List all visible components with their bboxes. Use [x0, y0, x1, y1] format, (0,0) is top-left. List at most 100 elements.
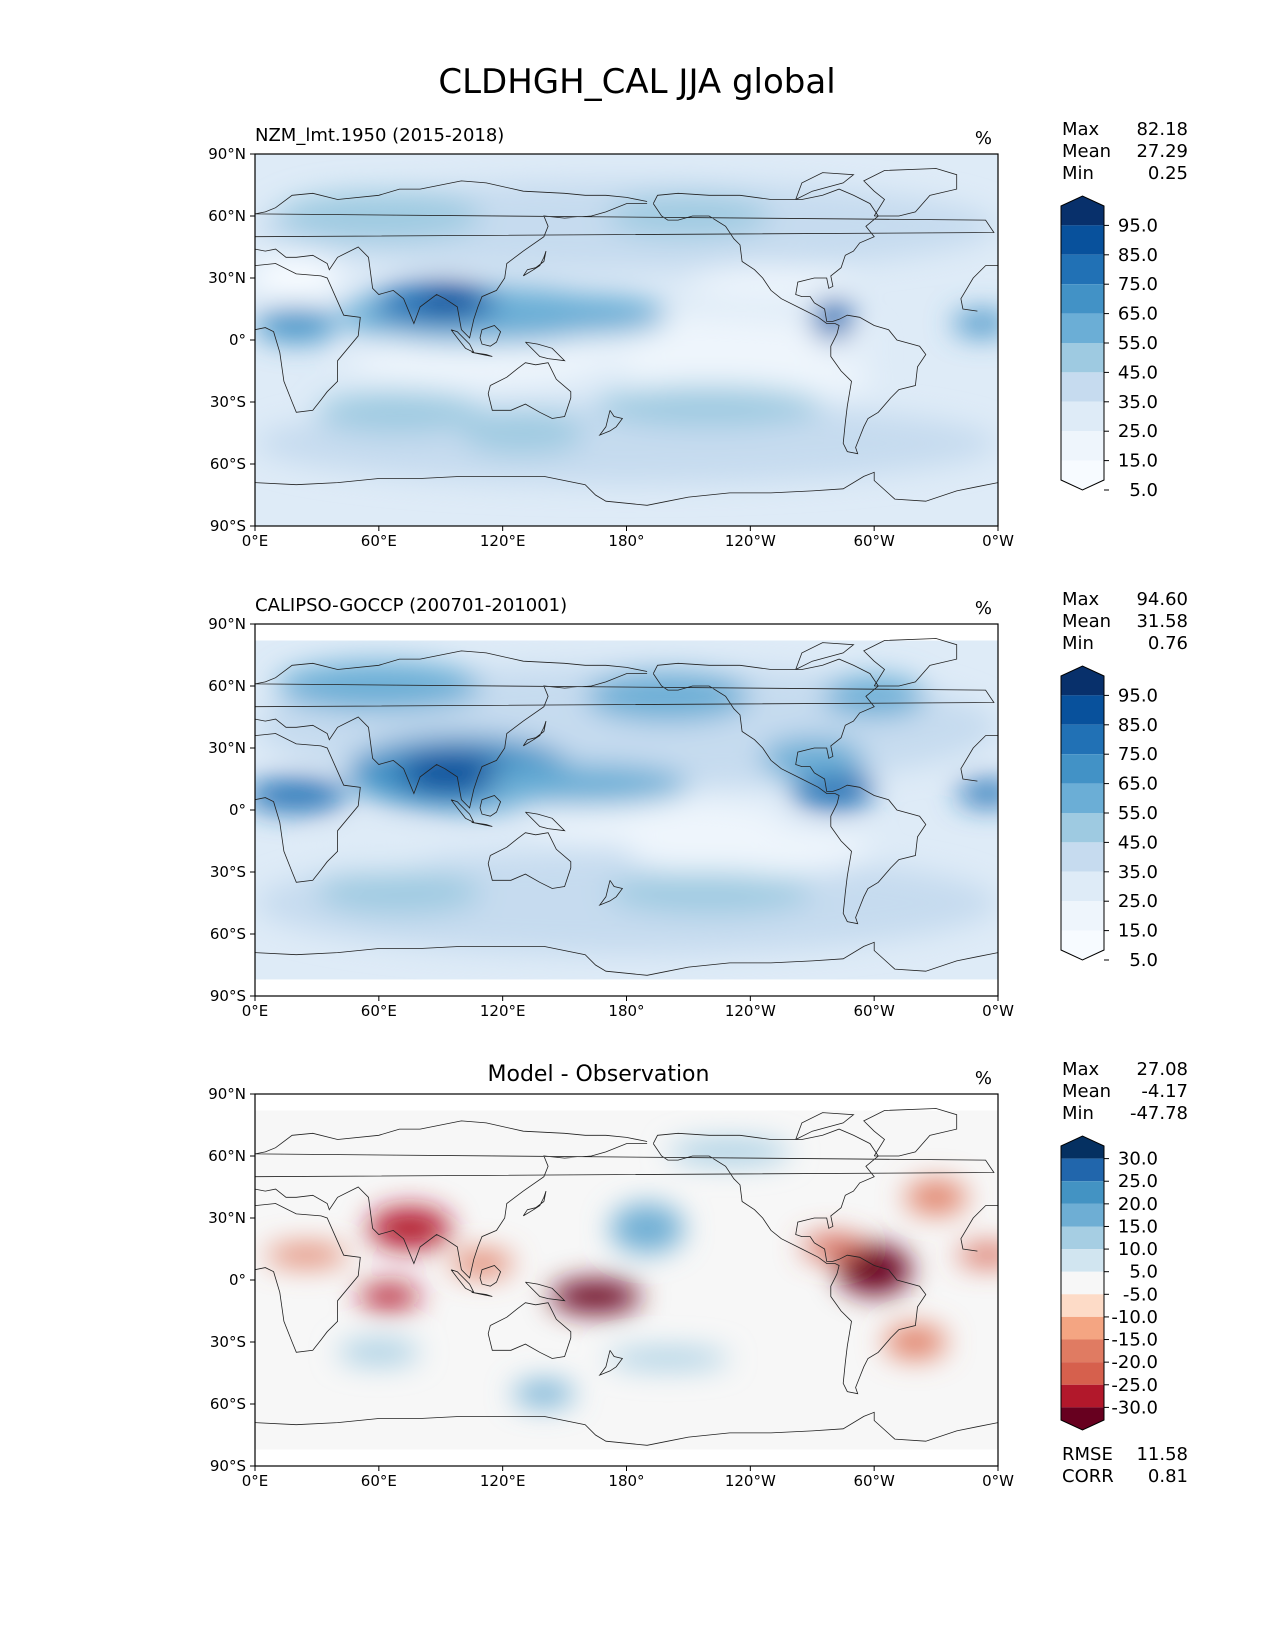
colorbar-segment: [1061, 901, 1104, 931]
x-tick-label: 120°E: [480, 532, 526, 550]
footer-stat-label: RMSE: [1062, 1444, 1113, 1465]
y-tick-label: 0°: [229, 1271, 246, 1289]
x-tick-label: 0°E: [242, 1002, 269, 1020]
colorbar-segment: [1061, 196, 1104, 226]
x-tick-label: 180°: [608, 532, 644, 550]
colorbar-label: 35.0: [1118, 862, 1158, 883]
stat-label: Mean: [1062, 141, 1111, 162]
y-tick-label: 30°S: [210, 393, 246, 411]
contour-blob: [801, 1234, 864, 1260]
contour-blob: [812, 298, 854, 340]
contour-blob: [255, 257, 342, 299]
y-tick-label: 30°S: [210, 1333, 246, 1351]
colorbar-segment: [1061, 1271, 1104, 1295]
stat-value: 27.08: [1136, 1059, 1188, 1080]
colorbar-outline: [1060, 195, 1105, 491]
y-tick-label: 60°N: [208, 677, 246, 695]
contour-blob: [688, 265, 854, 299]
contour-blob: [512, 1381, 575, 1407]
contour-blob: [626, 826, 875, 877]
contour-blob: [502, 294, 668, 336]
colorbar-outline: [1060, 665, 1105, 961]
stat-value: 31.58: [1136, 611, 1188, 632]
colorbar-label: 25.0: [1118, 421, 1158, 442]
y-tick-label: 60°S: [210, 455, 246, 473]
colorbar-label: -10.0: [1111, 1307, 1158, 1328]
colorbar-label: 85.0: [1118, 245, 1158, 266]
y-tick-label: 60°N: [208, 1147, 246, 1165]
colorbar-label: 45.0: [1118, 362, 1158, 383]
y-tick-label: 90°N: [208, 1085, 246, 1103]
stat-value: -47.78: [1130, 1103, 1188, 1124]
stat-label: Mean: [1062, 1081, 1111, 1102]
contour-blob: [905, 1180, 968, 1214]
x-tick-label: 120°W: [725, 1002, 776, 1020]
colorbar-segment: [1061, 343, 1104, 373]
colorbar-segment: [1061, 1158, 1104, 1182]
colorbar-segment: [1061, 1226, 1104, 1250]
x-tick-label: 180°: [608, 1472, 644, 1490]
y-tick-label: 30°N: [208, 739, 246, 757]
colorbar-segment: [1061, 313, 1104, 343]
contour-field: [255, 661, 998, 955]
contour-blob: [420, 282, 483, 316]
stat-value: 82.18: [1136, 119, 1188, 140]
colorbar-segment: [1061, 1339, 1104, 1363]
colorbar-label: -20.0: [1111, 1352, 1158, 1373]
no-data-north: [255, 1094, 998, 1111]
colorbar-label: 95.0: [1118, 685, 1158, 706]
y-tick-label: 90°S: [210, 987, 246, 1005]
contour-blob: [956, 781, 998, 806]
colorbar-segment: [1061, 1362, 1104, 1385]
colorbar-segment: [1061, 1294, 1104, 1317]
contour-blob: [461, 412, 586, 454]
stat-value: 0.25: [1148, 163, 1188, 184]
units-label: %: [975, 598, 992, 619]
colorbar-label: 55.0: [1118, 803, 1158, 824]
contour-blob: [316, 391, 483, 433]
x-tick-label: 0°E: [242, 532, 269, 550]
stat-label: Max: [1062, 1059, 1100, 1080]
stat-label: Min: [1062, 163, 1094, 184]
y-tick-label: 90°N: [208, 615, 246, 633]
y-tick-label: 0°: [229, 331, 246, 349]
x-tick-label: 0°W: [982, 1472, 1014, 1490]
colorbar-label: 15.0: [1118, 921, 1158, 942]
colorbar-segment: [1061, 1407, 1104, 1430]
contour-blob: [884, 1325, 947, 1359]
map-field: [255, 154, 998, 526]
colorbar-segment: [1061, 666, 1104, 696]
panel-2: 0°E 60°E 120°E 180° 120°W 60°W 0°W 90°N 60°N 30°N…: [208, 589, 1188, 1020]
colorbar-segment: [1061, 1249, 1104, 1272]
contour-blob: [275, 661, 482, 711]
contour-blob: [316, 872, 483, 914]
contour-blob: [667, 1139, 792, 1165]
footer-stat-label: CORR: [1062, 1466, 1114, 1487]
colorbar-label: 35.0: [1118, 392, 1158, 413]
colorbar-segment: [1061, 783, 1104, 813]
colorbar-label: 65.0: [1118, 304, 1158, 325]
colorbar-segment: [1061, 401, 1104, 432]
contour-blob: [275, 191, 482, 241]
contour-blob: [358, 1284, 421, 1309]
stat-value: 27.29: [1136, 141, 1188, 162]
colorbar-label: 95.0: [1118, 215, 1158, 236]
colorbar-label: 5.0: [1129, 950, 1158, 971]
no-data-north: [255, 624, 998, 641]
units-label: %: [975, 128, 992, 149]
colorbar-label: -5.0: [1123, 1284, 1158, 1305]
contour-blob: [595, 385, 823, 427]
contour-blob: [952, 311, 998, 336]
contour-blob: [550, 1280, 641, 1313]
colorbar-segment: [1061, 431, 1104, 461]
colorbar-label: 30.0: [1118, 1149, 1158, 1170]
contour-blob: [451, 1251, 513, 1276]
units-label: %: [975, 1068, 992, 1089]
y-tick-label: 60°S: [210, 1395, 246, 1413]
colorbar-segment: [1061, 225, 1104, 255]
stat-label: Mean: [1062, 611, 1111, 632]
colorbar-segment: [1061, 842, 1104, 872]
colorbar-label: -15.0: [1111, 1330, 1158, 1351]
contour-blob: [605, 872, 813, 914]
